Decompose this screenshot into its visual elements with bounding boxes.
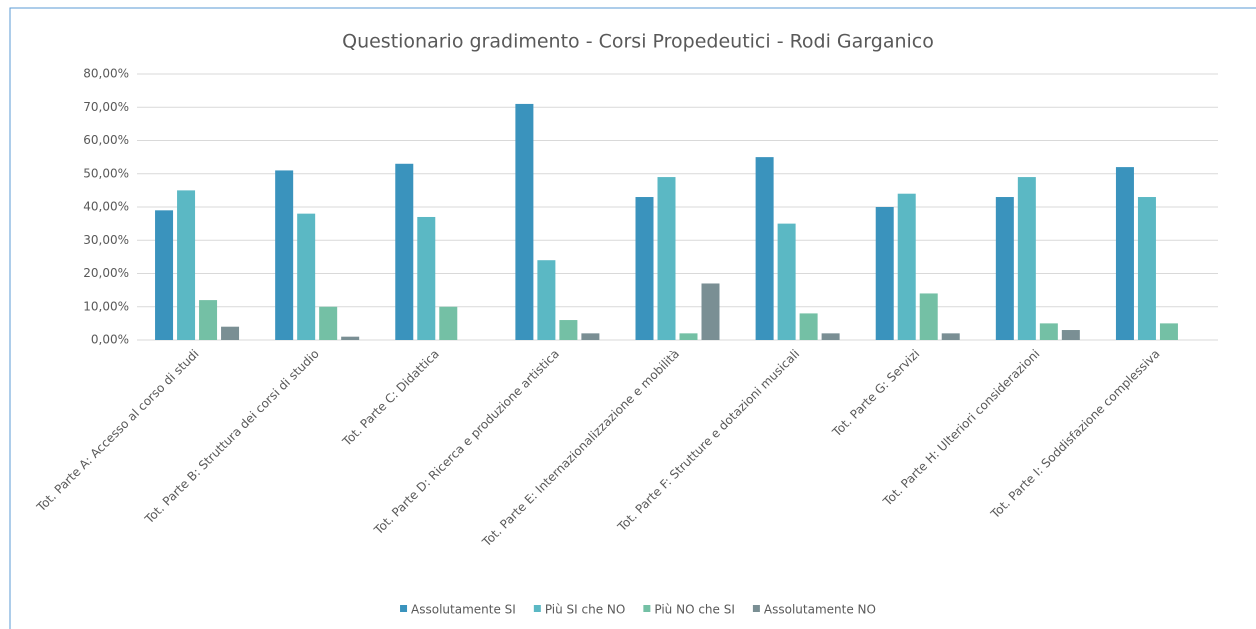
y-tick-label: 50,00% (83, 166, 129, 180)
legend-swatch (752, 605, 760, 612)
y-tick-label: 0,00% (91, 333, 129, 347)
legend-swatch (643, 605, 651, 612)
bar (919, 293, 938, 340)
bar (177, 190, 196, 340)
bar (897, 193, 916, 340)
bar (395, 163, 414, 340)
y-tick-label: 20,00% (83, 266, 129, 280)
x-tick-label: Tot. Parte G: Servizi (829, 347, 922, 440)
x-tick-label: Tot. Parte F: Strutture e dotazioni musi… (614, 347, 802, 535)
bar (657, 177, 676, 340)
bar (755, 157, 774, 340)
bar (297, 213, 316, 340)
bar (199, 300, 218, 340)
bar (799, 313, 818, 340)
bar (221, 326, 240, 340)
x-tick-label: Tot. Parte E: Internazionalizzazione e m… (479, 347, 682, 550)
bar (417, 216, 436, 340)
bar (1017, 177, 1036, 340)
y-tick-label: 70,00% (83, 100, 129, 114)
bar (701, 283, 720, 340)
bar (995, 197, 1014, 340)
y-tick-label: 80,00% (83, 67, 129, 81)
bar (155, 210, 174, 340)
bar (635, 197, 654, 340)
bar (1061, 330, 1080, 340)
bar (777, 223, 796, 340)
bar (319, 306, 338, 340)
bar (941, 333, 960, 340)
legend-label: Assolutamente SI (411, 603, 516, 617)
bar (275, 170, 294, 340)
bar (1039, 323, 1058, 340)
x-tick-label: Tot. Parte D: Ricerca e produzione artis… (371, 347, 562, 538)
x-tick-label: Tot. Parte C: Didattica (339, 347, 442, 450)
bar (439, 306, 458, 340)
bar (515, 103, 534, 340)
bar (679, 333, 698, 340)
bar (559, 320, 578, 340)
legend-label: Più SI che NO (545, 603, 626, 617)
bar (537, 260, 556, 340)
bar (581, 333, 600, 340)
y-tick-label: 30,00% (83, 233, 129, 247)
bar (821, 333, 840, 340)
bar (1115, 167, 1134, 340)
chart-title: Questionario gradimento - Corsi Propedeu… (342, 31, 934, 53)
legend-label: Assolutamente NO (764, 603, 876, 617)
y-tick-label: 10,00% (83, 299, 129, 313)
bar (341, 336, 360, 340)
y-tick-label: 40,00% (83, 200, 129, 214)
bar (875, 207, 894, 340)
chart-frame (9, 7, 1256, 629)
legend-swatch (400, 605, 408, 612)
y-tick-label: 60,00% (83, 133, 129, 147)
legend-label: Più NO che SI (654, 603, 735, 617)
bar (1137, 197, 1156, 340)
legend-swatch (533, 605, 541, 612)
bar (1159, 323, 1178, 340)
